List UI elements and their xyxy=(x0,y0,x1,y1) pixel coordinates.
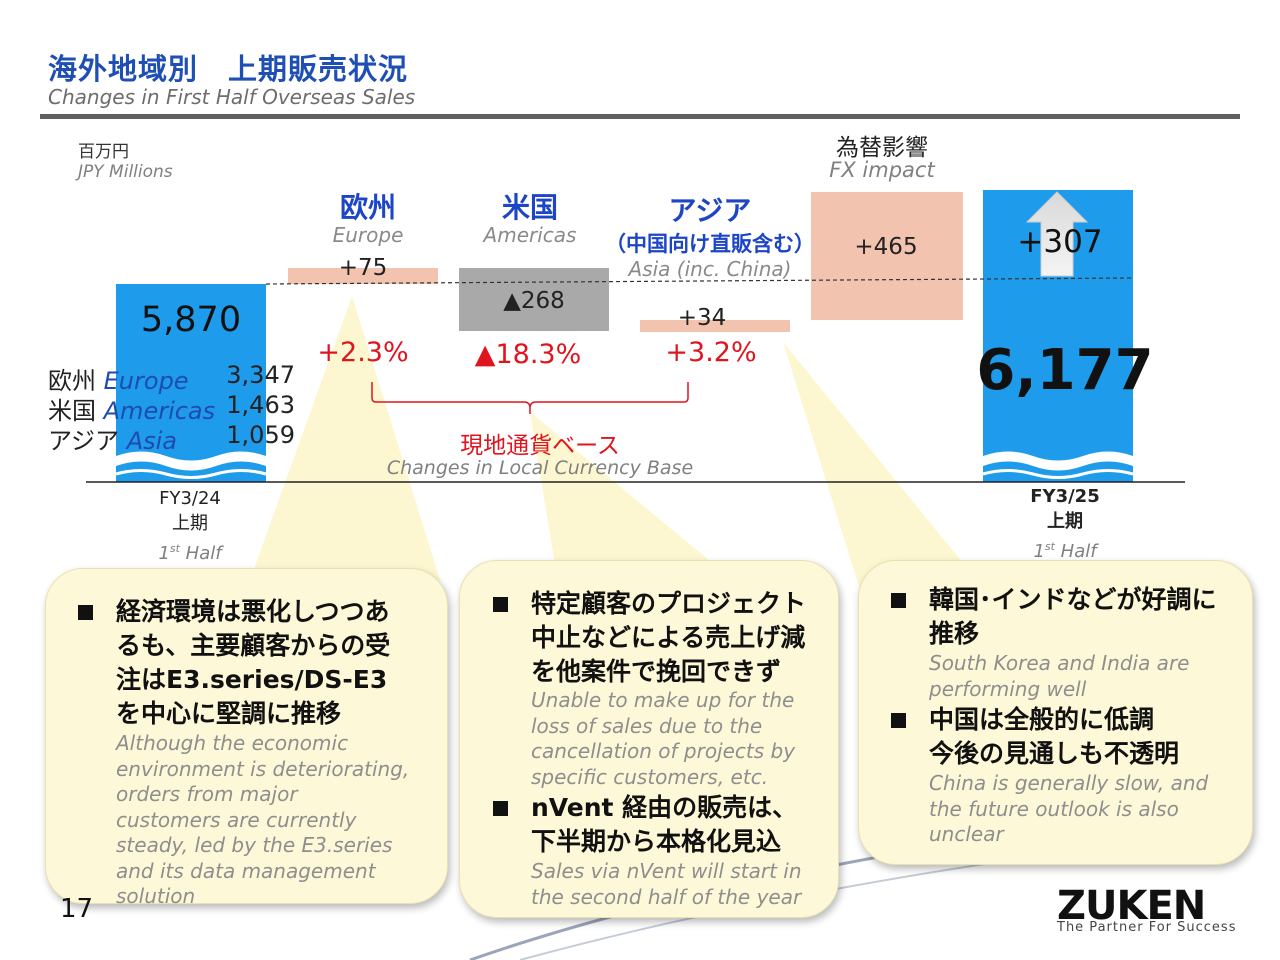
fx-header-en: FX impact xyxy=(829,158,935,182)
local-currency-bracket xyxy=(371,382,689,414)
callout-americas-bullet-1: 特定顧客のプロジェクト 中止などによる売上げ減 を他案件で挽回できず xyxy=(493,587,831,689)
callout-pointer-europe xyxy=(250,296,440,580)
bullet-square-icon xyxy=(493,801,508,816)
wave-decoration-2 xyxy=(115,469,267,479)
callout-asia-bullet-2: 中国は全般的に低調 今後の見通しも不透明 xyxy=(891,703,1239,771)
data-label-fx: +465 xyxy=(854,234,918,260)
callout-asia-bullet-1: 韓国･インドなどが好調に 推移 xyxy=(891,583,1239,651)
data-label-asia: +34 xyxy=(677,305,727,331)
callout-americas-note-2: Sales via nVent will start in the second… xyxy=(531,859,802,909)
breakdown-asia-value: 1,059 xyxy=(226,421,295,449)
page-subtitle: Changes in First Half Overseas Sales xyxy=(48,85,416,109)
fx-header-jp: 為替影響 xyxy=(836,135,928,161)
bullet-square-icon xyxy=(891,713,906,728)
pct-change-asia: +3.2% xyxy=(665,337,757,368)
callout-asia-note-2: China is generally slow, and the future … xyxy=(929,771,1209,846)
bar-fx-impact xyxy=(811,192,963,320)
category-asia-jp: アジア xyxy=(668,194,752,227)
wave-decoration-2 xyxy=(982,469,1134,479)
page-title: 海外地域別 上期販売状況 xyxy=(48,52,409,86)
zuken-logo: ZUKEN xyxy=(1057,883,1206,929)
bullet-square-icon xyxy=(891,593,906,608)
unit-label-jp: 百万円 xyxy=(78,142,129,162)
callout-americas-note-1: Unable to make up for the loss of sales … xyxy=(531,688,796,789)
breakdown-europe-label: 欧州 Europe xyxy=(48,367,189,395)
breakdown-americas-value: 1,463 xyxy=(226,391,295,419)
bullet-square-icon xyxy=(78,605,93,620)
category-asia-en: Asia (inc. China) xyxy=(628,257,792,281)
wave-decoration xyxy=(116,451,266,471)
data-label-fy25-total: 6,177 xyxy=(976,338,1154,403)
pct-change-europe: +2.3% xyxy=(317,337,409,368)
bullet-square-icon xyxy=(493,597,508,612)
bar-fy24-total xyxy=(116,284,266,482)
callout-americas: 特定顧客のプロジェクト 中止などによる売上げ減 を他案件で挽回できず Unabl… xyxy=(459,560,839,918)
bar-americas xyxy=(459,268,609,331)
breakdown-asia-label: アジア Asia xyxy=(48,427,177,455)
up-arrow-icon xyxy=(1025,191,1089,277)
pct-change-americas: ▲18.3% xyxy=(474,339,582,370)
category-asia-sub: （中国向け直販含む） xyxy=(605,232,815,256)
breakdown-europe-value: 3,347 xyxy=(226,361,295,389)
category-europe-jp: 欧州 xyxy=(339,191,396,224)
reference-line xyxy=(265,277,1134,285)
callout-pointer-asia xyxy=(783,342,985,590)
wave-decoration xyxy=(983,451,1133,471)
category-europe-en: Europe xyxy=(332,223,404,247)
callout-europe-note-1: Although the economic environment is det… xyxy=(116,731,410,908)
bar-europe xyxy=(288,268,438,284)
callout-asia: 韓国･インドなどが好調に 推移 South Korea and India ar… xyxy=(858,560,1253,865)
callout-europe-bullet-1: 経済環境は悪化しつつあ るも、主要顧客からの受 注はE3.series/DS-E… xyxy=(78,595,436,731)
period-label-fy25: FY3/25 上期 1st Half xyxy=(1030,486,1100,562)
page-number: 17 xyxy=(60,894,94,924)
unit-label-en: JPY Millions xyxy=(78,162,173,182)
breakdown-americas-label: 米国 Americas xyxy=(48,397,216,425)
callout-europe: 経済環境は悪化しつつあ るも、主要顧客からの受 注はE3.series/DS-E… xyxy=(45,568,448,908)
callout-pointer-americas xyxy=(530,412,715,565)
local-currency-label-en: Changes in Local Currency Base xyxy=(386,457,694,479)
category-americas-en: Americas xyxy=(483,223,577,247)
data-label-fy24-total: 5,870 xyxy=(140,300,242,340)
logo-tagline: The Partner For Success xyxy=(1057,920,1237,935)
title-rule xyxy=(40,114,1240,119)
data-label-americas: ▲268 xyxy=(503,288,565,314)
local-currency-label-jp: 現地通貨ベース xyxy=(460,433,620,459)
period-label-fy24: FY3/24 上期 1st Half xyxy=(158,488,222,564)
data-label-fy25-delta: +307 xyxy=(1017,224,1103,260)
callout-americas-bullet-2: nVent 経由の販売は、 下半期から本格化見込 xyxy=(493,791,831,859)
callout-asia-note-1: South Korea and India are performing wel… xyxy=(929,651,1190,701)
category-americas-jp: 米国 xyxy=(501,191,558,224)
bar-asia-inc-china xyxy=(640,320,790,332)
data-label-europe: +75 xyxy=(338,255,388,281)
